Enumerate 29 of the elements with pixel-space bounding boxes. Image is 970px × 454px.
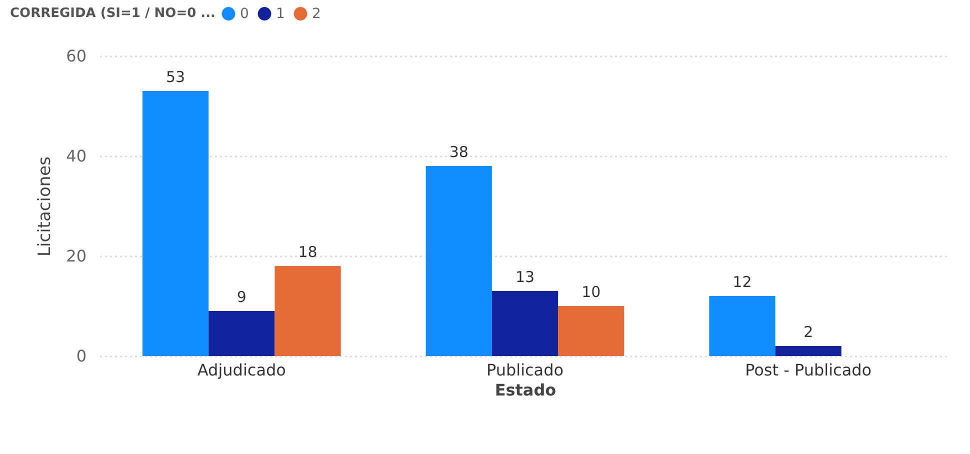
x-tick-label: Post - Publicado bbox=[745, 360, 872, 380]
bar bbox=[426, 166, 492, 356]
bar bbox=[775, 346, 842, 356]
data-label: 38 bbox=[449, 143, 468, 161]
x-tick-label: Adjudicado bbox=[197, 360, 286, 380]
y-tick-label: 20 bbox=[66, 246, 86, 266]
bar bbox=[558, 306, 624, 356]
bar bbox=[208, 311, 275, 356]
data-label: 18 bbox=[298, 243, 318, 261]
legend-label: 2 bbox=[312, 6, 321, 22]
x-axis-title: Estado bbox=[494, 380, 556, 400]
y-tick-label: 0 bbox=[76, 346, 86, 366]
bar bbox=[142, 91, 209, 356]
data-label: 12 bbox=[732, 273, 752, 291]
data-label: 10 bbox=[582, 283, 601, 301]
x-tick-label: Publicado bbox=[486, 360, 564, 380]
legend-title: CORREGIDA (SI=1 / NO=0 ... bbox=[10, 6, 216, 21]
data-label: 53 bbox=[166, 68, 186, 86]
y-axis-title: Licitaciones bbox=[35, 156, 56, 256]
bar bbox=[492, 291, 558, 356]
data-label: 9 bbox=[236, 288, 246, 306]
legend-label: 1 bbox=[276, 6, 285, 22]
data-label: 13 bbox=[515, 268, 535, 286]
legend-label: 0 bbox=[240, 6, 249, 22]
data-label: 2 bbox=[804, 323, 814, 341]
y-tick-label: 40 bbox=[66, 146, 86, 166]
bar bbox=[274, 266, 341, 356]
y-tick-label: 60 bbox=[66, 46, 86, 66]
bar bbox=[709, 296, 776, 356]
